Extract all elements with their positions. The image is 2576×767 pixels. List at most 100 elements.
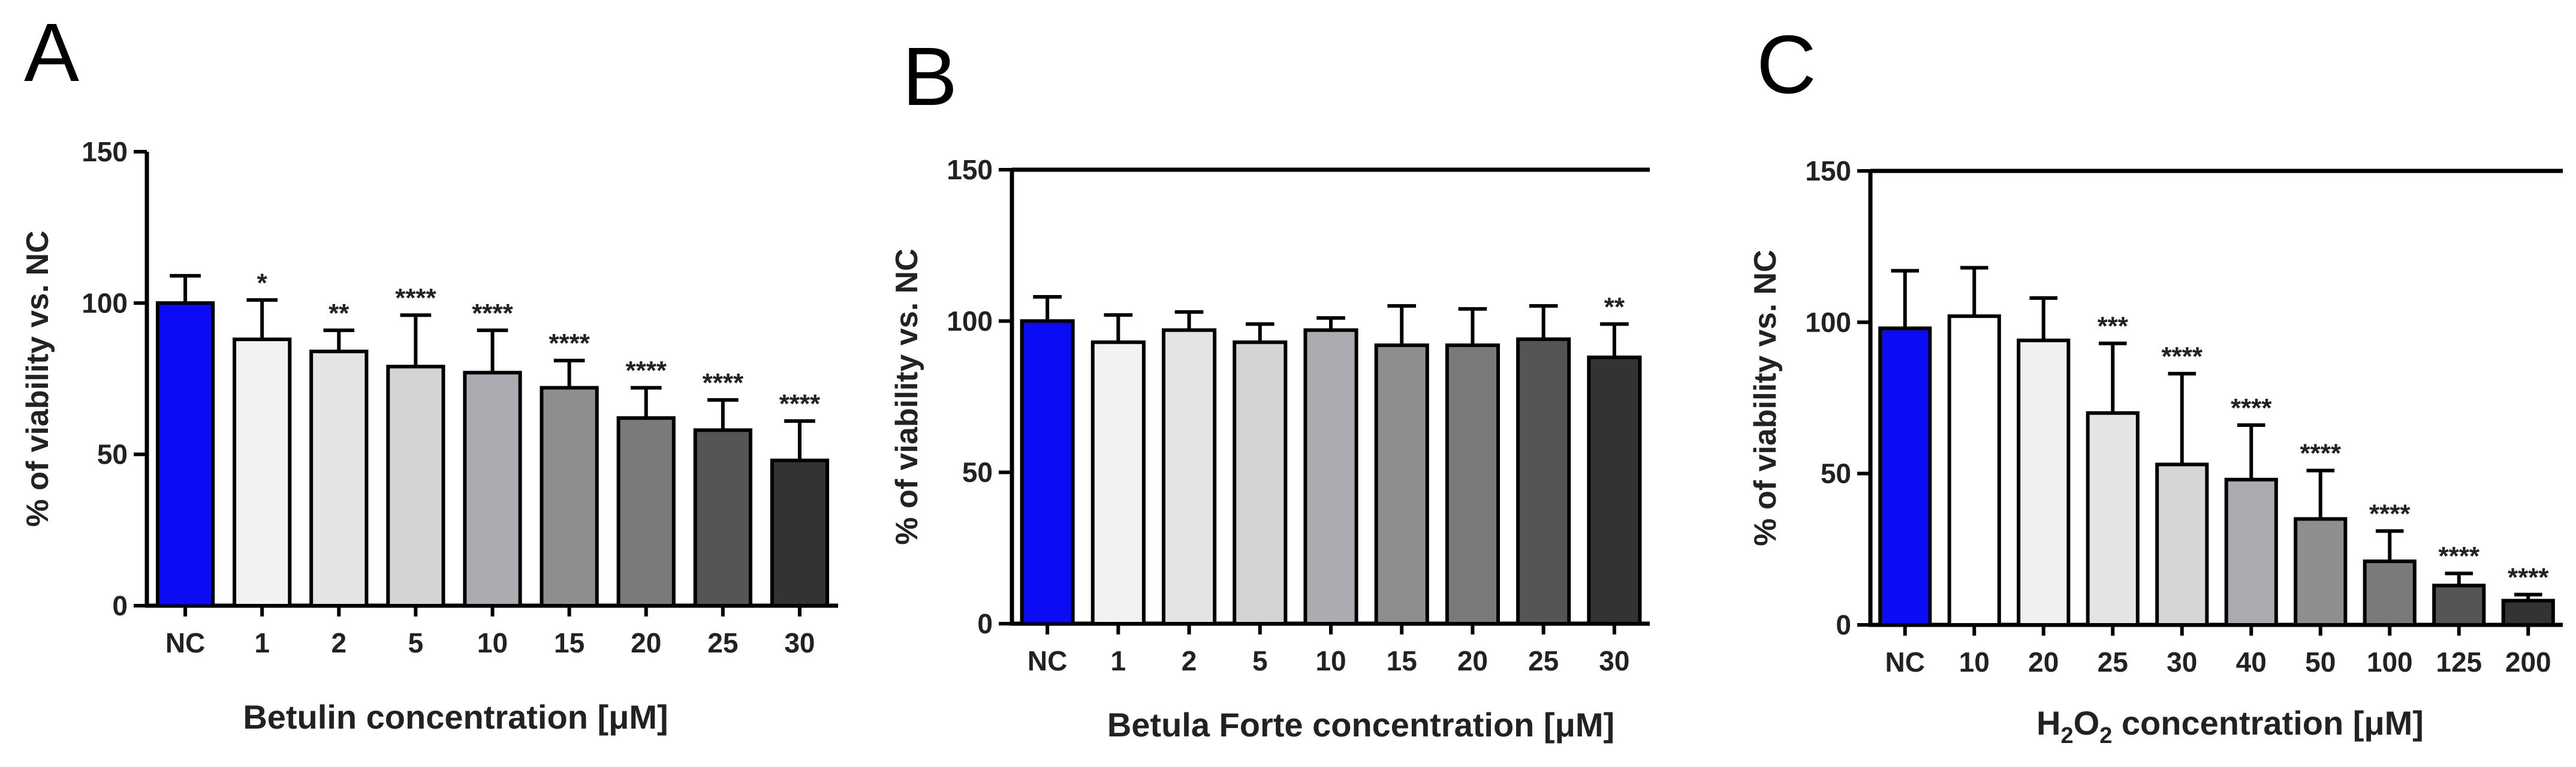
category-label-c: 125 bbox=[2436, 646, 2482, 678]
bar-c-4 bbox=[2155, 462, 2209, 627]
category-label-a: 15 bbox=[554, 627, 585, 658]
bar-b-6 bbox=[1445, 343, 1501, 625]
significance-label-c: **** bbox=[2300, 439, 2342, 468]
significance-label-c: **** bbox=[2162, 342, 2203, 371]
bar-c-7 bbox=[2363, 560, 2417, 627]
category-label-b: 15 bbox=[1387, 645, 1417, 676]
bar-b-1 bbox=[1090, 340, 1146, 625]
y-tick-label-b: 100 bbox=[947, 305, 993, 336]
significance-label-a: * bbox=[257, 268, 268, 297]
bar-b-7 bbox=[1516, 337, 1571, 625]
bar-c-0 bbox=[1878, 326, 1932, 627]
y-tick-label-b: 50 bbox=[962, 457, 993, 488]
significance-label-c: **** bbox=[2508, 563, 2549, 592]
bar-b-4 bbox=[1303, 328, 1358, 625]
category-label-b: 1 bbox=[1111, 645, 1126, 676]
x-axis-label-part: H bbox=[2036, 704, 2060, 742]
x-axis-label-subscript: 2 bbox=[2061, 723, 2074, 748]
significance-label-c: **** bbox=[2231, 393, 2272, 423]
panel-letter-b: B bbox=[902, 31, 957, 123]
category-label-a: 25 bbox=[707, 627, 738, 658]
category-label-a: 10 bbox=[477, 627, 508, 658]
y-tick-label-c: 150 bbox=[1805, 155, 1851, 187]
category-label-c: 10 bbox=[1959, 646, 1990, 678]
bar-b-3 bbox=[1233, 340, 1288, 625]
significance-label-a: **** bbox=[395, 284, 436, 313]
significance-label-c: **** bbox=[2439, 542, 2480, 571]
significance-label-a: **** bbox=[472, 299, 513, 328]
bar-c-8 bbox=[2432, 583, 2486, 627]
category-label-b: 30 bbox=[1599, 645, 1629, 676]
y-tick-label-a: 100 bbox=[82, 287, 128, 318]
significance-label-a: **** bbox=[779, 389, 821, 419]
category-label-a: 30 bbox=[784, 627, 815, 658]
bar-a-7 bbox=[693, 428, 752, 607]
x-axis-label-part: concentration [μM] bbox=[2112, 704, 2424, 742]
bar-a-2 bbox=[309, 350, 369, 608]
category-label-c: 40 bbox=[2236, 646, 2267, 678]
bar-c-9 bbox=[2501, 598, 2555, 627]
x-axis-label-part: O bbox=[2074, 704, 2100, 742]
category-label-a: NC bbox=[165, 627, 205, 658]
bar-c-6 bbox=[2294, 517, 2348, 627]
category-label-a: 5 bbox=[408, 627, 424, 658]
y-tick-label-a: 0 bbox=[112, 590, 128, 621]
category-label-c: NC bbox=[1885, 646, 1925, 678]
category-label-b: 2 bbox=[1182, 645, 1197, 676]
y-tick-label-b: 0 bbox=[977, 608, 993, 639]
bar-c-3 bbox=[2086, 411, 2140, 627]
x-axis-label-c: H2O2 concentration [μM] bbox=[2036, 704, 2424, 748]
category-label-b: NC bbox=[1028, 645, 1067, 676]
category-label-b: 25 bbox=[1528, 645, 1559, 676]
category-label-a: 2 bbox=[331, 627, 347, 658]
y-axis-label-a: % of viability vs. NC bbox=[20, 230, 55, 527]
y-tick-label-c: 50 bbox=[1821, 458, 1851, 489]
x-axis-label-a: Betulin concentration [μM] bbox=[243, 698, 668, 736]
category-label-b: 10 bbox=[1315, 645, 1346, 676]
significance-label-a: ** bbox=[329, 299, 350, 328]
category-label-c: 100 bbox=[2367, 646, 2413, 678]
significance-label-a: **** bbox=[625, 356, 667, 386]
category-label-c: 25 bbox=[2098, 646, 2128, 678]
y-tick-label-c: 0 bbox=[1836, 609, 1851, 640]
bar-b-2 bbox=[1161, 328, 1217, 625]
significance-label-a: **** bbox=[549, 329, 590, 358]
x-axis-label-subscript: 2 bbox=[2099, 723, 2112, 748]
category-label-c: 200 bbox=[2505, 646, 2551, 678]
bar-a-6 bbox=[616, 416, 676, 608]
category-label-b: 20 bbox=[1457, 645, 1488, 676]
y-tick-label-b: 150 bbox=[947, 154, 993, 185]
y-tick-label-a: 150 bbox=[82, 136, 128, 167]
bar-a-4 bbox=[463, 371, 522, 607]
category-label-c: 50 bbox=[2305, 646, 2336, 678]
panel-letter-a: A bbox=[24, 7, 79, 99]
bar-a-1 bbox=[233, 337, 292, 607]
y-axis-label-b: % of viability vs. NC bbox=[890, 248, 924, 545]
category-label-b: 5 bbox=[1252, 645, 1268, 676]
y-axis-label-c: % of viability vs. NC bbox=[1748, 249, 1783, 546]
panel-letter-c: C bbox=[1756, 19, 1816, 111]
y-tick-label-a: 50 bbox=[97, 439, 128, 470]
panel-c: C 0 50 100 150 NC 10 20 25 *** 30 **** 40 **** 50 ****… bbox=[1748, 19, 2563, 748]
bar-b-8 bbox=[1587, 355, 1642, 625]
bar-b-0 bbox=[1020, 319, 1075, 625]
bar-c-1 bbox=[1947, 314, 2001, 627]
bar-a-5 bbox=[540, 386, 599, 607]
significance-label-a: **** bbox=[703, 368, 744, 398]
bar-c-2 bbox=[2017, 338, 2071, 627]
bar-a-3 bbox=[386, 365, 445, 608]
x-axis-label-b: Betula Forte concentration [μM] bbox=[1107, 706, 1614, 744]
bar-a-0 bbox=[155, 301, 215, 607]
significance-label-c: *** bbox=[2098, 312, 2129, 341]
category-label-c: 30 bbox=[2167, 646, 2197, 678]
category-label-a: 1 bbox=[254, 627, 270, 658]
significance-label-c: **** bbox=[2369, 500, 2411, 529]
category-label-a: 20 bbox=[631, 627, 661, 658]
panel-a: A 0 50 100 150 NC 1 * 2 ** 5 **** 10 **** 15 **** 20 ***… bbox=[20, 7, 838, 736]
category-label-c: 20 bbox=[2028, 646, 2059, 678]
bar-b-5 bbox=[1374, 343, 1429, 625]
bar-c-5 bbox=[2224, 477, 2278, 627]
y-tick-label-c: 100 bbox=[1805, 306, 1851, 338]
